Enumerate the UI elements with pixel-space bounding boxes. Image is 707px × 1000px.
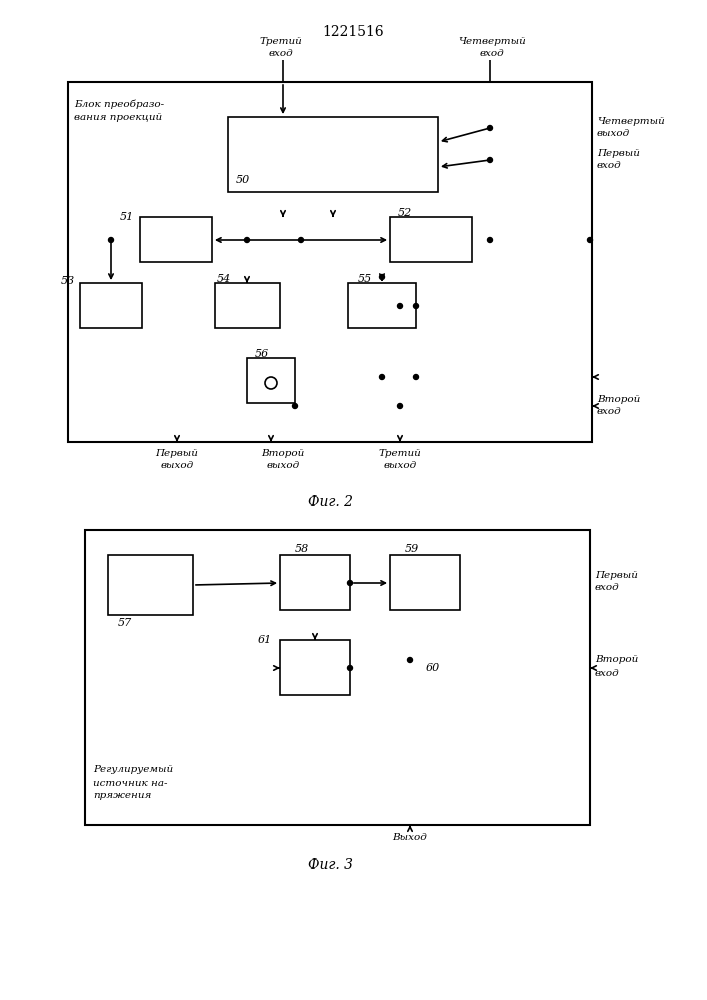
Circle shape <box>245 237 250 242</box>
Circle shape <box>397 304 402 308</box>
Bar <box>247 358 295 403</box>
Bar <box>85 530 590 825</box>
Text: Четвертый: Четвертый <box>597 117 665 126</box>
Text: 1221516: 1221516 <box>322 25 384 39</box>
Bar <box>80 283 142 328</box>
Text: Четвертый: Четвертый <box>458 37 526 46</box>
Text: Второй: Второй <box>595 656 638 664</box>
Text: Первый: Первый <box>156 450 199 458</box>
Text: Фиг. 3: Фиг. 3 <box>308 858 353 872</box>
Text: 58: 58 <box>295 544 309 554</box>
Circle shape <box>380 374 385 379</box>
Text: 56: 56 <box>255 349 269 359</box>
Text: выход: выход <box>267 462 300 471</box>
Circle shape <box>588 237 592 242</box>
Circle shape <box>407 658 412 662</box>
Text: вход: вход <box>595 584 620 592</box>
Text: Первый: Первый <box>595 570 638 580</box>
Bar <box>228 117 438 192</box>
Bar <box>390 555 460 610</box>
Text: Третий: Третий <box>379 450 421 458</box>
Text: вания проекций: вания проекций <box>74 113 162 122</box>
Text: 57: 57 <box>118 618 132 628</box>
Text: Второй: Второй <box>262 450 305 458</box>
Text: 55: 55 <box>358 274 373 284</box>
Text: Третий: Третий <box>259 37 303 46</box>
Circle shape <box>397 403 402 408</box>
Text: 50: 50 <box>236 175 250 185</box>
Text: 53: 53 <box>61 276 75 286</box>
Text: вход: вход <box>269 49 293 58</box>
Circle shape <box>380 274 385 279</box>
Text: Второй: Второй <box>597 395 641 404</box>
Text: Блок преобразо-: Блок преобразо- <box>74 99 164 109</box>
Text: 52: 52 <box>398 208 412 218</box>
Circle shape <box>488 125 493 130</box>
Text: Выход: Выход <box>392 832 428 842</box>
Circle shape <box>348 666 353 670</box>
Text: Фиг. 2: Фиг. 2 <box>308 495 353 509</box>
Circle shape <box>348 580 353 585</box>
Text: Регулируемый: Регулируемый <box>93 766 173 774</box>
Circle shape <box>298 237 303 242</box>
Text: 61: 61 <box>258 635 272 645</box>
Text: выход: выход <box>383 462 416 471</box>
Text: пряжения: пряжения <box>93 792 151 800</box>
Bar <box>215 283 280 328</box>
Bar <box>348 283 416 328</box>
Bar <box>68 82 592 442</box>
Bar <box>280 555 350 610</box>
Text: Первый: Первый <box>597 149 640 158</box>
Text: 59: 59 <box>405 544 419 554</box>
Text: вход: вход <box>595 668 620 678</box>
Circle shape <box>488 237 493 242</box>
Circle shape <box>488 157 493 162</box>
Text: источник на-: источник на- <box>93 778 168 788</box>
Text: 60: 60 <box>426 663 440 673</box>
Bar <box>390 217 472 262</box>
Circle shape <box>414 304 419 308</box>
Text: вход: вход <box>597 408 621 416</box>
Text: 54: 54 <box>217 274 231 284</box>
Circle shape <box>265 377 277 389</box>
Circle shape <box>293 403 298 408</box>
Bar <box>108 555 193 615</box>
Text: выход: выход <box>160 462 194 471</box>
Bar <box>140 217 212 262</box>
Text: вход: вход <box>597 161 621 170</box>
Text: вход: вход <box>479 49 504 58</box>
Circle shape <box>414 374 419 379</box>
Circle shape <box>108 237 114 242</box>
Bar <box>280 640 350 695</box>
Text: выход: выход <box>597 129 630 138</box>
Text: 51: 51 <box>120 212 134 222</box>
